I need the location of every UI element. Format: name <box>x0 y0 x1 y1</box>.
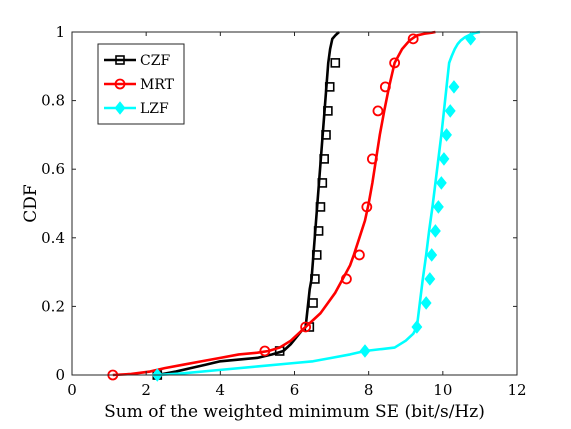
data-point-czf <box>310 274 320 284</box>
data-point-mrt <box>361 201 373 213</box>
data-point-mrt <box>366 153 378 165</box>
series-layer <box>107 30 481 382</box>
data-point-mrt <box>259 345 271 357</box>
data-point-lzf <box>435 176 447 190</box>
data-point-czf <box>330 58 341 68</box>
data-point-czf <box>323 106 333 116</box>
data-point-czf <box>321 130 331 140</box>
data-point-lzf <box>438 152 450 166</box>
y-axis-label: CDF <box>21 184 41 223</box>
data-point-czf <box>317 178 328 188</box>
data-point-mrt <box>372 105 384 117</box>
data-point-lzf <box>359 344 371 358</box>
legend-item-lzf: LZF <box>104 101 169 117</box>
data-point-lzf <box>426 248 438 262</box>
x-tick-label: 2 <box>141 381 151 399</box>
series-line-mrt <box>112 30 436 377</box>
data-point-lzf <box>429 224 441 238</box>
series-lzf <box>151 30 481 382</box>
x-tick-label: 6 <box>290 381 300 399</box>
data-point-lzf <box>444 104 456 118</box>
data-point-lzf <box>441 128 452 142</box>
y-tick-label: 0.2 <box>41 297 65 315</box>
x-tick-label: 10 <box>433 381 452 399</box>
data-point-lzf <box>465 32 477 46</box>
legend-label-lzf: LZF <box>140 101 169 117</box>
x-axis-label: Sum of the weighted minimum SE (bit/s/Hz… <box>104 402 485 422</box>
data-point-mrt <box>341 273 352 285</box>
data-point-czf <box>319 154 329 164</box>
legend: CZF MRT LZF <box>97 43 185 125</box>
data-point-mrt <box>389 57 401 69</box>
data-point-mrt <box>353 249 365 261</box>
y-tick-label: 0.8 <box>41 92 65 110</box>
data-point-lzf <box>432 200 444 214</box>
data-point-lzf <box>448 80 460 94</box>
data-point-lzf <box>420 296 432 310</box>
series-line-lzf <box>157 30 481 377</box>
y-tick-label: 0.6 <box>41 160 65 178</box>
series-czf <box>152 31 341 380</box>
legend-item-mrt: MRT <box>104 77 175 93</box>
legend-marker-mrt <box>114 78 126 90</box>
data-point-lzf <box>411 320 423 334</box>
data-point-mrt <box>379 81 391 93</box>
data-point-czf <box>311 250 322 260</box>
ticks-layer: 0 2 4 6 8 10 12 0 0.2 0.4 0.6 0.8 1 <box>41 23 526 399</box>
data-point-czf <box>308 298 318 308</box>
y-tick-label: 0 <box>55 366 65 384</box>
series-mrt <box>107 30 436 381</box>
legend-label-czf: CZF <box>140 53 170 69</box>
x-tick-label: 12 <box>507 381 526 399</box>
legend-marker-lzf <box>114 101 126 115</box>
data-point-czf <box>324 82 335 92</box>
y-tick-label: 0.4 <box>41 229 65 247</box>
legend-label-mrt: MRT <box>140 77 175 93</box>
data-point-mrt <box>407 33 419 45</box>
x-tick-label: 8 <box>364 381 374 399</box>
data-point-czf <box>313 226 324 236</box>
x-tick-label: 4 <box>216 381 226 399</box>
data-point-mrt <box>300 321 312 333</box>
legend-item-czf: CZF <box>104 53 170 69</box>
data-point-lzf <box>424 272 436 286</box>
legend-marker-czf <box>115 55 125 65</box>
x-tick-label: 0 <box>67 381 77 399</box>
y-tick-label: 1 <box>55 23 65 41</box>
data-point-czf <box>315 202 326 212</box>
